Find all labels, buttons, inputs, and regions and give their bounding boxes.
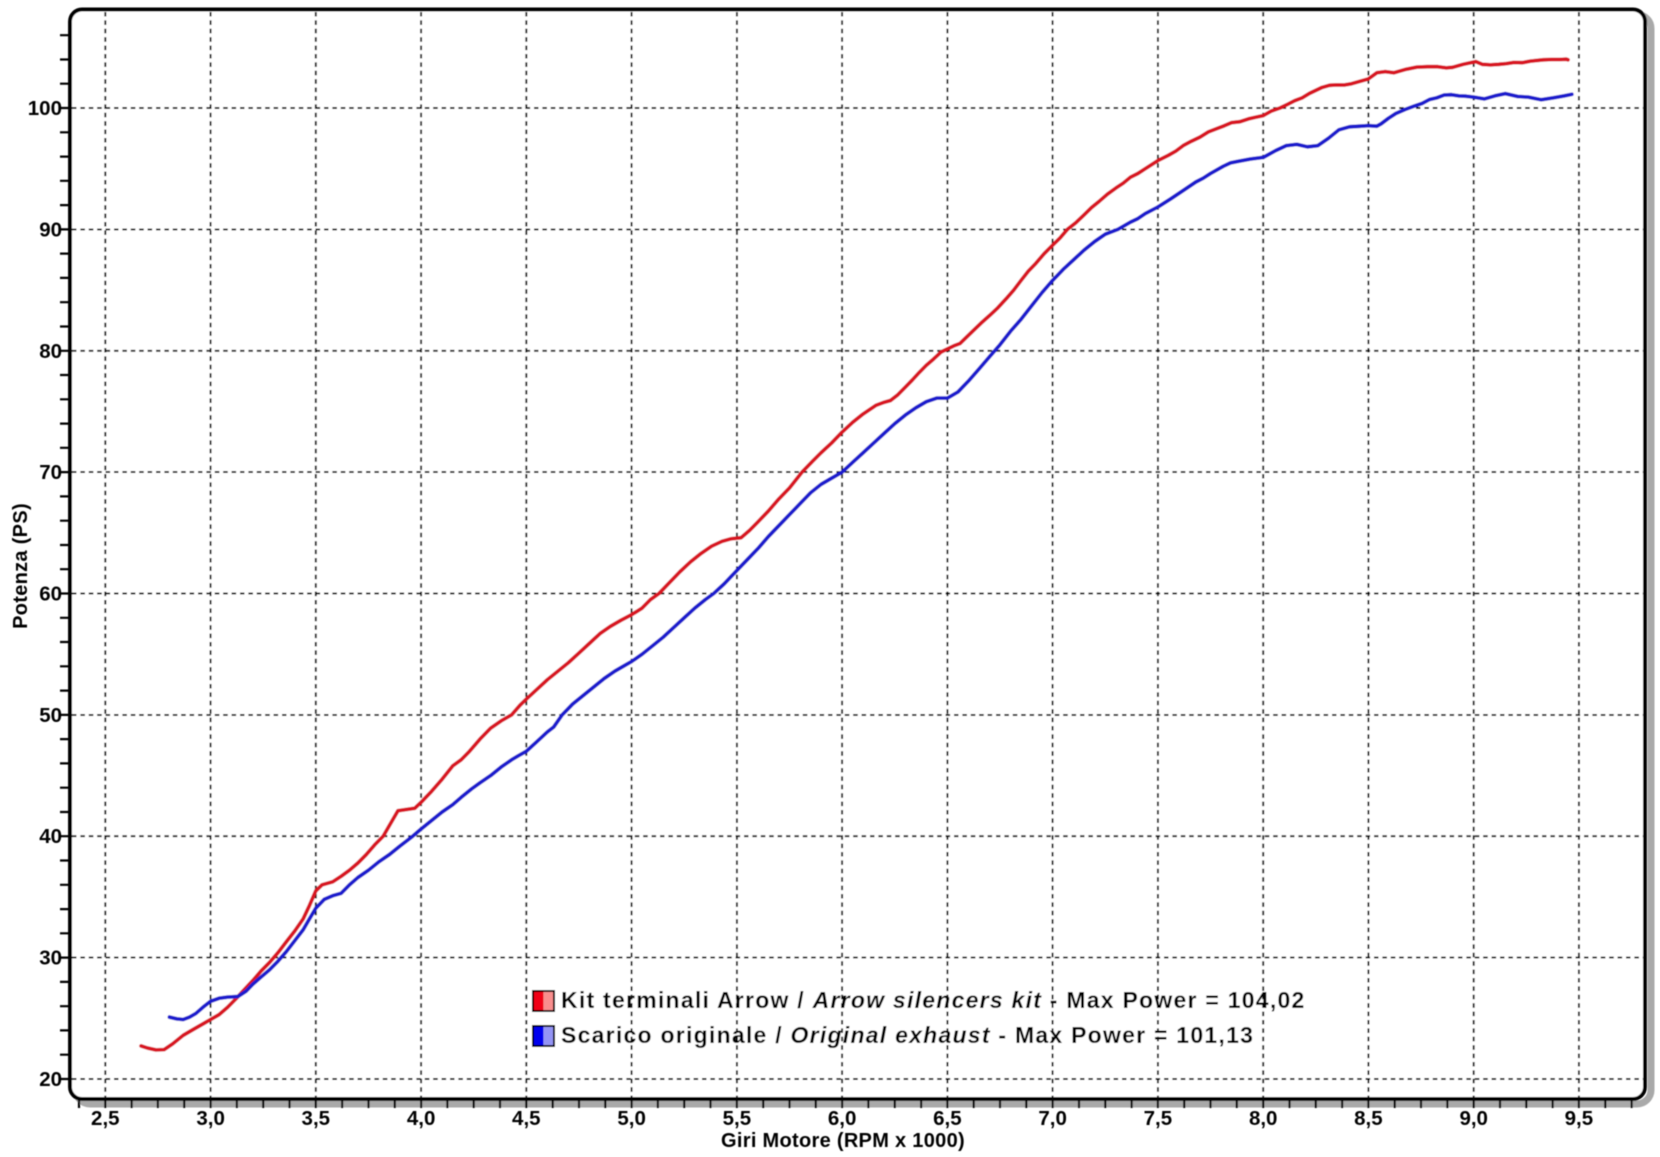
svg-text:5,0: 5,0 xyxy=(617,1107,646,1130)
svg-text:8,5: 8,5 xyxy=(1354,1107,1383,1130)
svg-text:80: 80 xyxy=(39,340,62,363)
svg-text:3,0: 3,0 xyxy=(196,1107,225,1130)
svg-text:4,5: 4,5 xyxy=(512,1107,541,1130)
svg-text:7,5: 7,5 xyxy=(1144,1107,1173,1130)
svg-text:5,5: 5,5 xyxy=(723,1107,752,1130)
svg-text:20: 20 xyxy=(39,1068,62,1091)
svg-text:30: 30 xyxy=(39,947,62,970)
svg-text:40: 40 xyxy=(39,825,62,848)
svg-text:3,5: 3,5 xyxy=(302,1107,331,1130)
svg-text:100: 100 xyxy=(28,97,62,120)
svg-text:Giri Motore (RPM x 1000): Giri Motore (RPM x 1000) xyxy=(721,1130,965,1152)
svg-text:90: 90 xyxy=(39,218,62,241)
svg-text:Scarico originale / Original e: Scarico originale / Original exhaust - M… xyxy=(561,1022,1254,1048)
svg-text:7,0: 7,0 xyxy=(1038,1107,1067,1130)
svg-text:60: 60 xyxy=(39,583,62,606)
svg-text:70: 70 xyxy=(39,461,62,484)
svg-text:9,0: 9,0 xyxy=(1459,1107,1488,1130)
svg-text:2,5: 2,5 xyxy=(91,1107,120,1130)
svg-text:Potenza (PS): Potenza (PS) xyxy=(10,503,32,629)
svg-text:6,5: 6,5 xyxy=(933,1107,962,1130)
svg-text:4,0: 4,0 xyxy=(407,1107,436,1130)
svg-text:8,0: 8,0 xyxy=(1249,1107,1278,1130)
svg-text:6,0: 6,0 xyxy=(828,1107,857,1130)
svg-text:9,5: 9,5 xyxy=(1565,1107,1594,1130)
svg-text:Kit terminali Arrow / Arrow si: Kit terminali Arrow / Arrow silencers ki… xyxy=(561,987,1306,1013)
svg-text:50: 50 xyxy=(39,704,62,727)
